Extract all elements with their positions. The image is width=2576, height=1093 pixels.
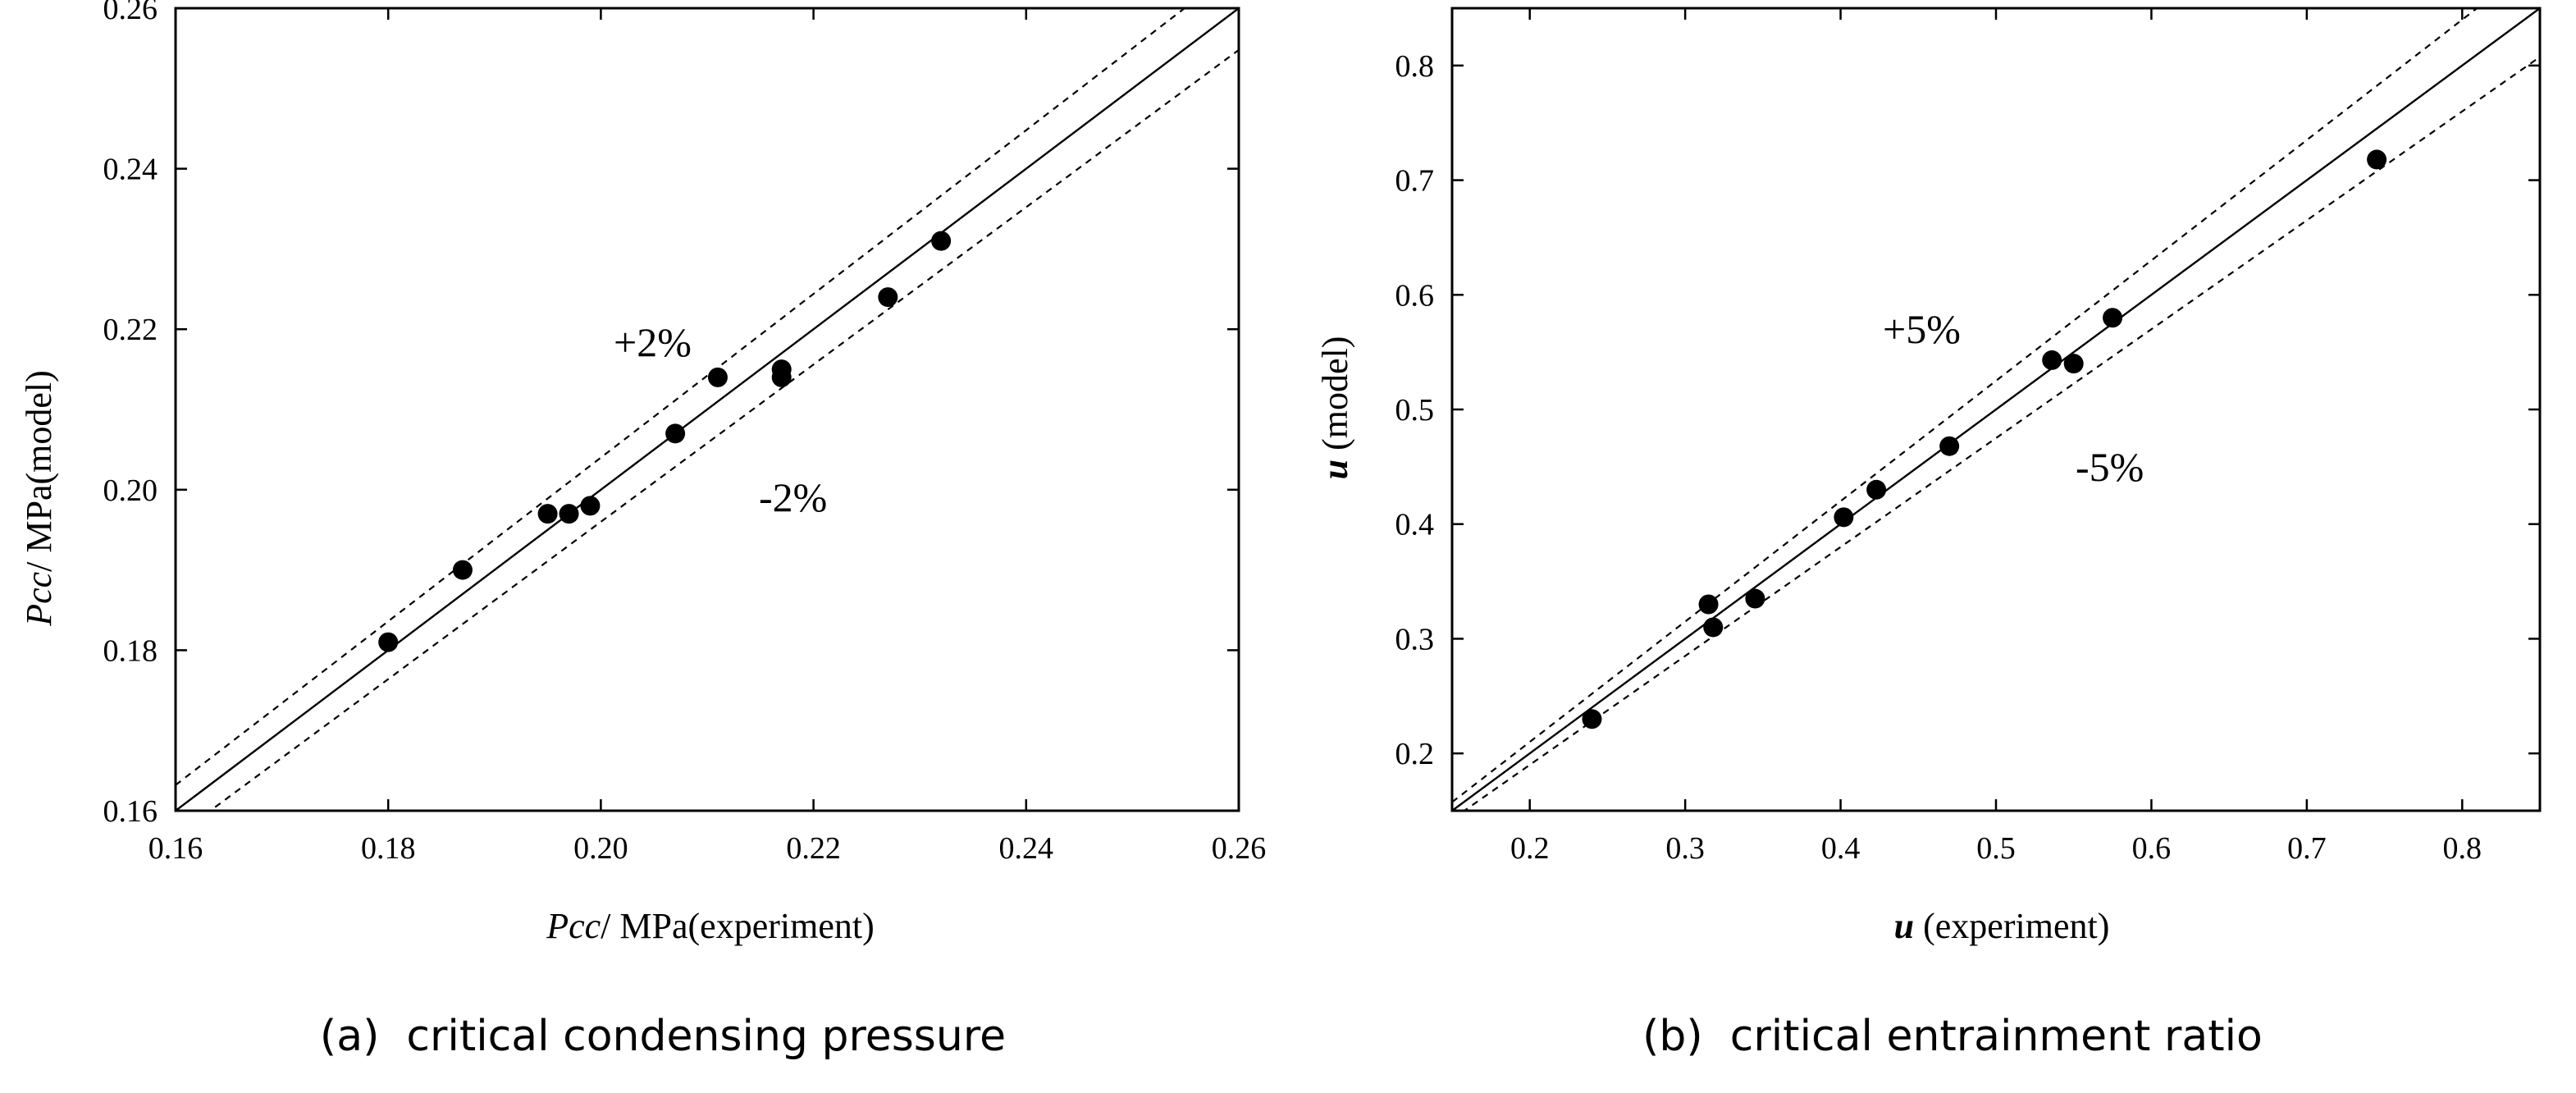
chart-b-y-label-text: (model)	[1315, 336, 1355, 460]
chart-a-caption: (a) critical condensing pressure	[320, 1012, 1006, 1061]
chart-a-y-tick-label: 0.16	[103, 794, 158, 829]
chart-b-y-label-symbol: u	[1315, 460, 1355, 479]
chart-a-upper-tolerance-line	[176, 8, 1186, 786]
chart-b-y-tick-label: 0.6	[1395, 278, 1435, 313]
chart-a-y-axis-label: Pcc/ MPa(model)	[19, 370, 59, 627]
chart-b-data-point	[1745, 588, 1765, 609]
chart-a-x-tick-label: 0.24	[999, 831, 1054, 866]
chart-a-x-tick-label: 0.20	[573, 831, 628, 866]
chart-a-data-point	[559, 504, 579, 524]
chart-a-lower-tolerance-line	[208, 48, 1239, 811]
chart-b-lower-tolerance-line	[1463, 56, 2540, 811]
chart-a-x-label-text: / MPa(experiment)	[601, 906, 875, 946]
chart-a-points	[378, 231, 952, 652]
chart-a-y-tick-label: 0.20	[103, 473, 158, 508]
chart-a-annotation-upper: +2%	[614, 319, 692, 365]
chart-a-data-point	[878, 287, 898, 308]
chart-a-data-point	[537, 504, 558, 524]
chart-b-x-label-symbol: u	[1894, 906, 1914, 946]
chart-b-data-point	[2042, 350, 2062, 370]
chart-a-y-tick-label: 0.26	[103, 0, 158, 26]
chart-a-y-tick-label: 0.24	[103, 153, 158, 187]
chart-b-x-tick-label: 0.2	[1510, 831, 1550, 866]
chart-a-data-point	[771, 367, 792, 387]
chart-a-x-tick-label: 0.26	[1212, 831, 1267, 866]
chart-a-y-tick-label: 0.22	[103, 313, 158, 347]
chart-b-points	[1582, 149, 2387, 729]
chart-b-parity-line	[1452, 8, 2540, 811]
chart-b-y-tick-label: 0.5	[1395, 393, 1435, 428]
chart-b-y-tick-label: 0.3	[1395, 622, 1435, 656]
chart-a-plot-frame	[174, 7, 1240, 812]
chart-b-x-tick-label: 0.6	[2132, 831, 2172, 866]
chart-a-plot-lines	[176, 8, 1239, 811]
chart-a-annotation-lower: -2%	[759, 474, 827, 520]
chart-b-annotation-lower: -5%	[2076, 444, 2144, 490]
chart-a-data-point	[665, 423, 686, 444]
chart-a-parity-line	[176, 8, 1239, 811]
chart-a-data-point	[452, 560, 473, 580]
chart-a-data-point	[931, 231, 952, 251]
chart-b-data-point	[1582, 709, 1602, 729]
chart-b-x-tick-label: 0.3	[1665, 831, 1705, 866]
chart-b-x-tick-label: 0.7	[2287, 831, 2327, 866]
chart-a-ticks: 0.16 0.18 0.20 0.22 0.24 0.26 0.16 0.18 0.20 0.22…	[103, 0, 1267, 866]
chart-b: 0.2 0.3 0.4 0.5 0.6 0.7 0.8 0.2 0.3 0.4 0.5 0.6 0.7 0…	[1315, 7, 2542, 1061]
chart-b-x-tick-label: 0.8	[2443, 831, 2482, 866]
chart-b-upper-tolerance-line	[1452, 8, 2479, 803]
chart-b-data-point	[1834, 507, 1854, 528]
chart-a-data-point	[580, 496, 601, 516]
chart-b-data-point	[1703, 617, 1724, 638]
chart-b-caption: (b) critical entrainment ratio	[1642, 1012, 2263, 1061]
chart-a-y-tick-label: 0.18	[103, 633, 158, 668]
chart-b-data-point	[2367, 149, 2387, 170]
chart-b-x-tick-label: 0.5	[1976, 831, 2016, 866]
chart-b-annotation-upper: +5%	[1883, 306, 1961, 352]
chart-a-x-tick-label: 0.18	[361, 831, 416, 866]
chart-b-x-axis-label: u (experiment)	[1894, 906, 2110, 946]
chart-a-data-point	[378, 632, 399, 652]
chart-a-x-tick-label: 0.16	[148, 831, 203, 866]
chart-b-y-tick-label: 0.7	[1395, 164, 1435, 199]
chart-b-y-axis-label: u (model)	[1315, 336, 1355, 480]
chart-a-y-label-symbol: Pcc	[19, 571, 59, 626]
chart-a-x-label-symbol: Pcc	[546, 906, 601, 946]
chart-b-plot-lines	[1452, 8, 2540, 811]
chart-a-data-point	[707, 367, 728, 387]
chart-a-y-label-text: / MPa(model)	[19, 370, 59, 572]
chart-b-data-point	[2103, 308, 2123, 328]
chart-b-data-point	[1866, 479, 1887, 500]
chart-b-x-label-text: (experiment)	[1914, 906, 2109, 946]
chart-b-x-tick-label: 0.4	[1821, 831, 1861, 866]
chart-b-ticks: 0.2 0.3 0.4 0.5 0.6 0.7 0.8 0.2 0.3 0.4 0.5 0.6 0.7 0…	[1395, 8, 2540, 866]
chart-b-y-tick-label: 0.4	[1395, 508, 1435, 542]
chart-b-y-tick-label: 0.2	[1395, 737, 1435, 771]
chart-a-x-tick-label: 0.22	[786, 831, 841, 866]
chart-a: 0.16 0.18 0.20 0.22 0.24 0.26 0.16 0.18 0.20 0.22…	[19, 0, 1266, 1061]
chart-b-data-point	[1939, 436, 1960, 456]
chart-b-data-point	[1698, 594, 1719, 615]
chart-b-data-point	[2063, 354, 2084, 374]
chart-b-y-tick-label: 0.8	[1395, 49, 1435, 84]
chart-a-x-axis-label: Pcc/ MPa(experiment)	[546, 906, 875, 946]
